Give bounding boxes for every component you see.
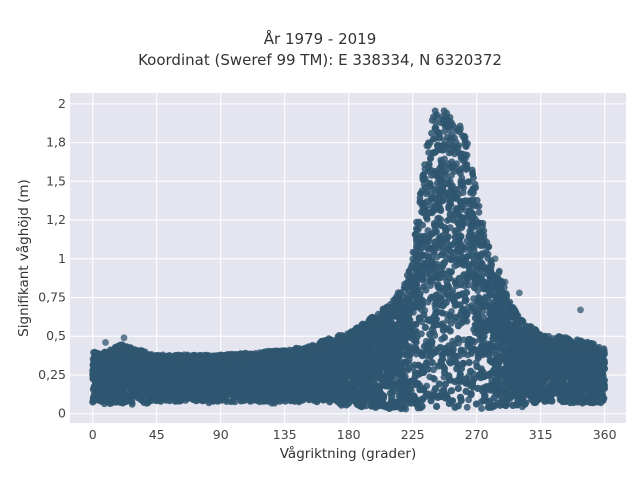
- data-point: [390, 312, 398, 320]
- data-point: [166, 352, 173, 359]
- y-tick-label: 1,5: [46, 173, 66, 188]
- data-point: [565, 341, 573, 348]
- data-point: [448, 149, 455, 156]
- data-point: [443, 233, 451, 241]
- data-point: [99, 350, 107, 358]
- data-point: [503, 306, 511, 314]
- data-point: [463, 151, 471, 159]
- data-point: [441, 120, 448, 128]
- x-tick-label: 360: [593, 427, 617, 442]
- data-point: [462, 142, 470, 150]
- x-tick-label: 0: [89, 427, 97, 442]
- data-point: [222, 353, 230, 361]
- data-point: [461, 133, 469, 141]
- x-tick-label: 225: [401, 427, 425, 442]
- data-point: [488, 261, 496, 269]
- data-point: [422, 175, 429, 183]
- data-point: [128, 349, 135, 356]
- data-point: [495, 269, 503, 277]
- x-tick-label: 90: [213, 427, 229, 442]
- data-point: [263, 349, 271, 357]
- data-point: [595, 347, 602, 354]
- data-point: [319, 337, 327, 345]
- y-tick-label: 2: [58, 96, 66, 111]
- data-point: [428, 129, 435, 137]
- x-tick-label: 315: [529, 427, 553, 442]
- data-point: [431, 135, 439, 143]
- data-point: [573, 336, 581, 344]
- data-point: [479, 223, 486, 230]
- data-point: [440, 107, 448, 115]
- data-point: [237, 350, 245, 358]
- x-tick-label: 135: [273, 427, 297, 442]
- data-point: [462, 278, 470, 286]
- data-point: [435, 129, 443, 137]
- data-point: [451, 168, 459, 175]
- y-tick-label: 1,8: [46, 135, 66, 150]
- data-point: [522, 322, 530, 330]
- x-tick-label: 180: [337, 427, 361, 442]
- data-point: [445, 267, 453, 275]
- y-tick-label: 0,5: [46, 328, 66, 343]
- x-tick-label: 270: [465, 427, 489, 442]
- data-point: [416, 194, 424, 202]
- data-point: [484, 250, 492, 258]
- data-point: [601, 349, 608, 357]
- data-point: [423, 187, 431, 195]
- data-point: [91, 348, 99, 356]
- data-point: [425, 142, 432, 150]
- data-point: [475, 208, 483, 216]
- data-point: [457, 170, 464, 178]
- data-point: [117, 345, 124, 353]
- data-point: [444, 217, 451, 225]
- data-point: [414, 220, 422, 227]
- data-point: [444, 141, 452, 149]
- y-tick-label: 0,25: [38, 367, 66, 382]
- data-point: [336, 335, 343, 342]
- data-point: [439, 309, 446, 317]
- data-point: [463, 403, 471, 411]
- x-tick-label: 45: [149, 427, 165, 442]
- y-tick-label: 0: [58, 406, 66, 421]
- data-point: [437, 216, 445, 224]
- data-point: [414, 226, 421, 234]
- data-point: [448, 158, 456, 166]
- data-point: [494, 286, 502, 294]
- data-point: [314, 343, 322, 351]
- data-point: [464, 178, 472, 186]
- data-point: [514, 323, 522, 331]
- data-point: [470, 295, 477, 303]
- data-point: [430, 366, 437, 374]
- data-point: [431, 124, 439, 132]
- data-point: [364, 321, 372, 328]
- data-point: [469, 202, 477, 210]
- data-point: [405, 359, 412, 367]
- data-point: [397, 289, 405, 297]
- data-point: [426, 182, 434, 190]
- data-point: [424, 227, 432, 234]
- data-point: [466, 227, 474, 235]
- y-tick-label: 1,2: [46, 212, 66, 227]
- data-point: [431, 375, 438, 383]
- data-point: [439, 112, 446, 120]
- data-point: [479, 241, 487, 249]
- data-point: [440, 127, 448, 135]
- y-tick-label: 1: [58, 251, 66, 266]
- data-point: [457, 155, 465, 162]
- data-point: [451, 134, 458, 142]
- y-tick-label: 0,75: [38, 290, 66, 305]
- data-point: [428, 167, 435, 174]
